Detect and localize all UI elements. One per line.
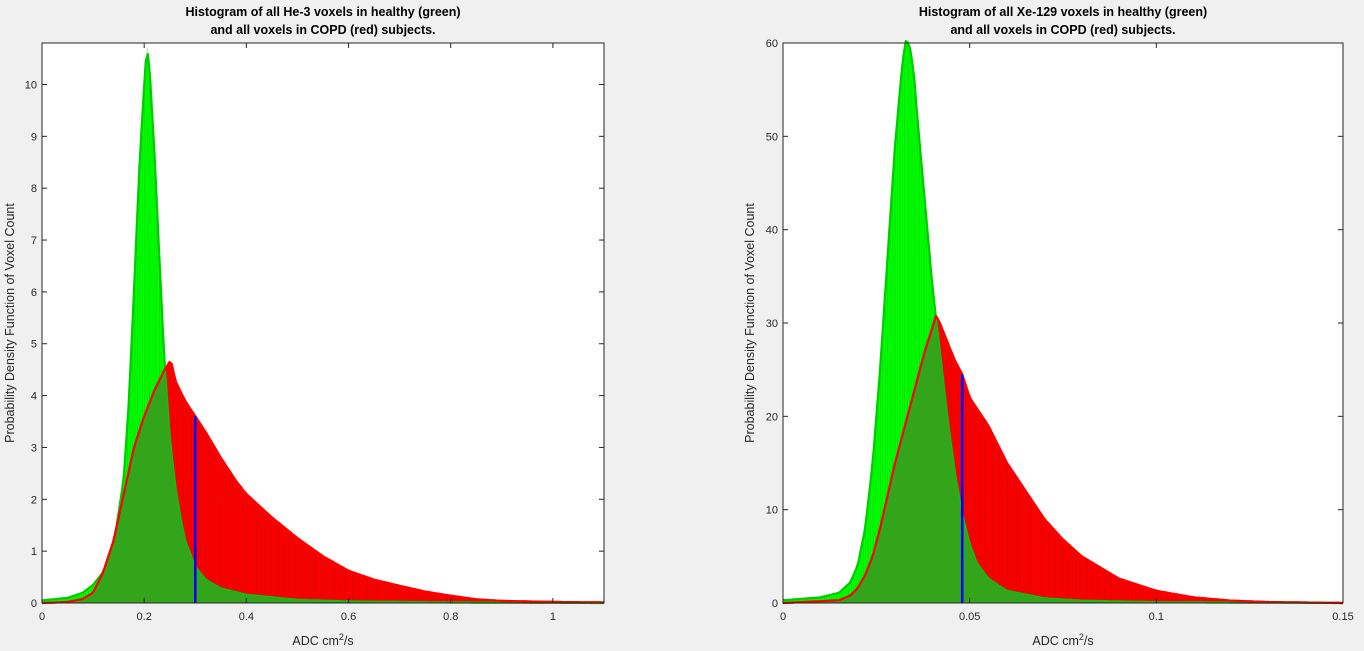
xe129-ticks: 0 0.05 0.1 0.15 0 10 20 30 40 50 60 <box>766 38 1354 623</box>
he3-x-tick-label: 0.2 <box>137 611 152 623</box>
xe129-x-tick-label: 0.05 <box>959 611 980 623</box>
he3-x-tick-label: 0.4 <box>239 611 254 623</box>
he3-y-axis-label: Probability Density Function of Voxel Co… <box>3 203 17 443</box>
xe129-y-axis-label: Probability Density Function of Voxel Co… <box>743 203 757 443</box>
he3-overlap-area <box>42 372 604 603</box>
he3-x-axis-label-main: ADC cm <box>292 634 339 648</box>
he3-x-axis-label: ADC cm2/s <box>292 632 353 648</box>
xe129-x-axis-label-unit: /s <box>1084 634 1094 648</box>
he3-y-tick-label: 10 <box>25 79 37 91</box>
he3-data-marks <box>41 48 604 605</box>
he3-y-tick-label: 6 <box>31 287 37 299</box>
xe129-y-tick-label: 20 <box>766 411 778 423</box>
he3-x-tick-label: 0 <box>39 611 45 623</box>
xe129-y-tick-label: 50 <box>766 131 778 143</box>
xe129-chart-title-line2: and all voxels in COPD (red) subjects. <box>950 23 1175 37</box>
xe129-y-tick-label: 30 <box>766 318 778 330</box>
xe129-axes-box <box>782 42 1344 604</box>
xe129-chart-title-line1: Histogram of all Xe-129 voxels in health… <box>919 5 1207 19</box>
xe129-x-tick-label: 0 <box>780 611 786 623</box>
he3-chart-title-line2: and all voxels in COPD (red) subjects. <box>210 23 435 37</box>
xe129-x-axis-label-sup: 2 <box>1079 632 1084 642</box>
xe129-x-axis-label-main: ADC cm <box>1032 634 1079 648</box>
xe129-copd-outline-front <box>782 314 1343 605</box>
xe129-x-tick-label: 0.1 <box>1149 611 1164 623</box>
he3-y-tick-label: 9 <box>31 131 37 143</box>
he3-x-axis-label-unit: /s <box>344 634 354 648</box>
he3-x-axis-label-sup: 2 <box>339 632 344 642</box>
xe129-y-tick-label: 0 <box>772 598 778 610</box>
he3-x-tick-label: 1 <box>550 611 556 623</box>
he3-x-tick-label: 0.8 <box>443 611 458 623</box>
he3-y-tick-label: 5 <box>31 339 37 351</box>
he3-y-tick-label: 4 <box>31 391 37 403</box>
xe129-y-tick-label: 60 <box>766 38 778 50</box>
xe129-x-tick-label: 0.15 <box>1332 611 1353 623</box>
xe129-histogram-panel: 0 0.05 0.1 0.15 0 10 20 30 40 50 60 Histogram of a… <box>743 5 1354 648</box>
he3-x-tick-label: 0.6 <box>341 611 356 623</box>
xe129-y-tick-label: 10 <box>766 505 778 517</box>
he3-copd-outline-front <box>41 361 604 605</box>
he3-y-tick-label: 1 <box>31 546 37 558</box>
he3-y-tick-label: 0 <box>31 598 37 610</box>
xe129-overlap-area <box>783 317 1343 603</box>
xe129-x-axis-label: ADC cm2/s <box>1032 632 1093 648</box>
he3-chart-title-line1: Histogram of all He-3 voxels in healthy … <box>185 5 460 19</box>
he3-y-tick-label: 2 <box>31 494 37 506</box>
he3-y-tick-label: 7 <box>31 235 37 247</box>
he3-axes-box <box>41 42 605 604</box>
he3-y-tick-label: 3 <box>31 442 37 454</box>
xe129-y-tick-label: 40 <box>766 225 778 237</box>
he3-y-tick-label: 8 <box>31 183 37 195</box>
